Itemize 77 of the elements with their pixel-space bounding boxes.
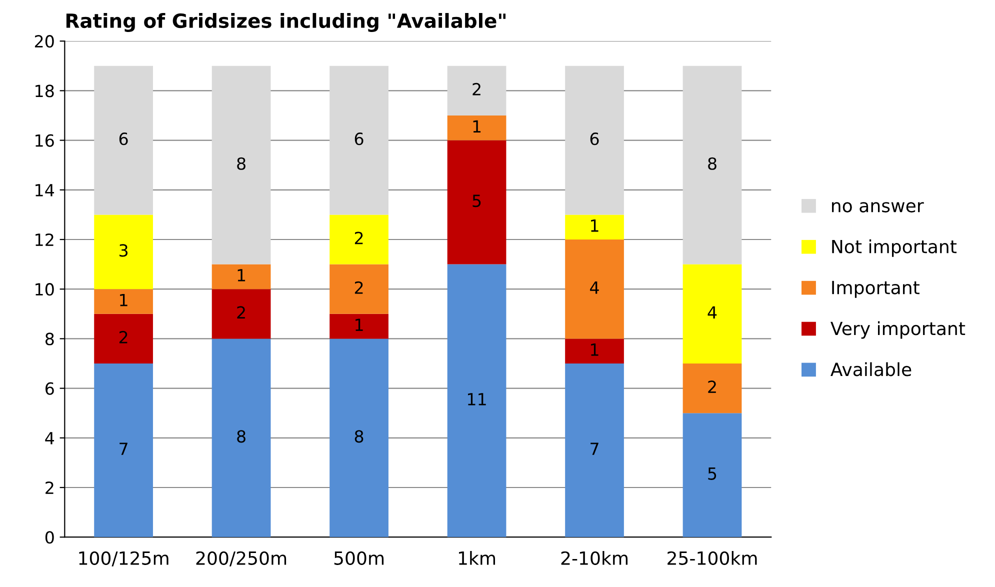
bar [212, 289, 271, 339]
bar [330, 314, 388, 339]
data-label: 1 [473, 120, 481, 132]
data-label: 1 [120, 294, 128, 306]
legend-label: Very important [830, 321, 966, 339]
data-label: 3 [120, 244, 128, 257]
y-tick-label: 14 [36, 184, 54, 196]
bar [330, 66, 388, 215]
bar [565, 239, 624, 339]
bar [94, 214, 153, 290]
y-tick-label: 10 [36, 283, 54, 296]
bar [565, 364, 624, 538]
bar [447, 66, 506, 116]
data-label: 6 [119, 132, 128, 146]
bar [94, 314, 153, 364]
data-label: 2 [354, 232, 363, 244]
data-label: 6 [354, 132, 364, 146]
data-label: 1 [591, 344, 598, 356]
data-label: 8 [237, 157, 246, 170]
data-label: 1 [591, 220, 598, 232]
bar [447, 140, 506, 264]
data-label: 8 [237, 430, 246, 443]
y-tick-label: 4 [45, 432, 54, 444]
legend-label: Important [832, 280, 920, 298]
bar [330, 338, 388, 538]
y-tick-label: 16 [36, 134, 54, 147]
chart-title: Rating of Gridsizes including "Available" [66, 13, 506, 32]
data-label: 5 [708, 468, 716, 480]
y-tick-label: 6 [46, 382, 54, 395]
bar [447, 264, 506, 538]
legend-label: Not important [832, 239, 957, 257]
bar [94, 289, 153, 314]
x-tick-label: 200/250m [196, 551, 286, 566]
bar [682, 264, 742, 364]
data-label: 7 [590, 442, 598, 455]
data-label: 2 [237, 306, 245, 318]
data-label: 2 [472, 82, 480, 96]
bar [212, 66, 271, 264]
bar [682, 364, 742, 414]
data-label: 2 [119, 330, 128, 344]
data-label: 8 [708, 157, 716, 170]
bar [682, 66, 742, 264]
y-tick-label: 20 [34, 35, 54, 48]
data-label: 2 [708, 380, 716, 393]
legend-label: no answer [832, 202, 924, 212]
bar [447, 115, 506, 140]
legend-label: Available [830, 362, 912, 376]
y-tick-label: 0 [45, 531, 54, 544]
x-tick-label: 500m [334, 551, 384, 565]
bar [212, 338, 271, 538]
data-label: 4 [590, 282, 599, 294]
y-tick-label: 8 [45, 332, 54, 346]
y-tick-label: 12 [36, 233, 54, 246]
x-tick-label: 2-10km [561, 550, 628, 565]
bar [330, 264, 388, 314]
data-label: 5 [472, 194, 481, 208]
data-label: 7 [120, 442, 128, 455]
data-label: 2 [354, 281, 363, 294]
bar [330, 214, 388, 264]
data-label: 8 [354, 430, 364, 443]
bar [682, 413, 742, 538]
bar [94, 364, 153, 538]
bar [212, 264, 271, 290]
data-label: 1 [356, 318, 363, 331]
bar [565, 66, 624, 215]
bar [565, 214, 624, 240]
y-tick-label: 2 [46, 481, 54, 494]
data-label: 11 [468, 393, 486, 406]
data-label: 1 [238, 269, 246, 282]
x-tick-label: 25-100km [668, 550, 757, 565]
data-label: 6 [590, 132, 599, 146]
x-tick-label: 100/125m [79, 551, 168, 566]
bar [565, 338, 624, 364]
y-tick-label: 18 [36, 84, 54, 98]
x-tick-label: 1km [458, 550, 496, 565]
bar [94, 66, 153, 215]
data-label: 4 [708, 306, 717, 318]
